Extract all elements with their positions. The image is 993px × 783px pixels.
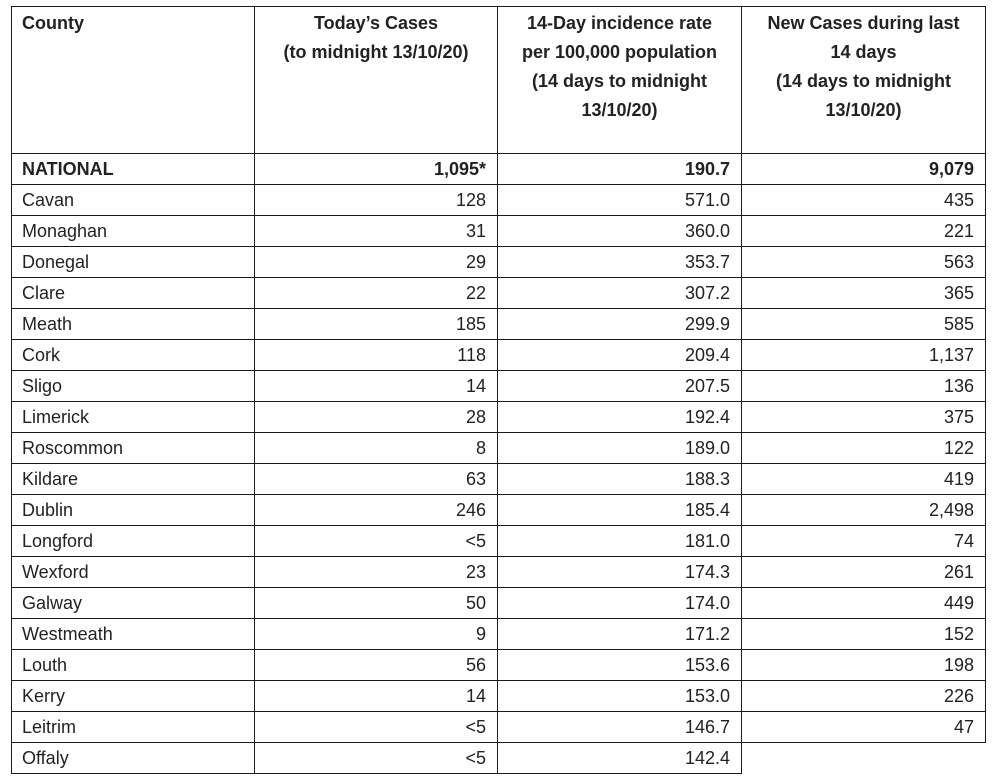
new-cases-cell: 375 bbox=[742, 402, 986, 433]
county-cell: Meath bbox=[11, 309, 255, 340]
county-cell: Monaghan bbox=[11, 216, 255, 247]
county-cell: Wexford bbox=[11, 557, 255, 588]
todays-cases-cell: <5 bbox=[255, 743, 498, 774]
new-cases-cell: 1,137 bbox=[742, 340, 986, 371]
incidence-rate-cell: 174.0 bbox=[498, 588, 742, 619]
incidence-rate-cell: 207.5 bbox=[498, 371, 742, 402]
incidence-rate-cell: 353.7 bbox=[498, 247, 742, 278]
county-cell: Donegal bbox=[11, 247, 255, 278]
incidence-rate-cell: 185.4 bbox=[498, 495, 742, 526]
new-cases-cell: 136 bbox=[742, 371, 986, 402]
county-cell: Longford bbox=[11, 526, 255, 557]
incidence-rate-cell: 153.0 bbox=[498, 681, 742, 712]
county-cell: Offaly bbox=[11, 743, 255, 774]
incidence-rate-cell: 188.3 bbox=[498, 464, 742, 495]
incidence-rate-cell: 360.0 bbox=[498, 216, 742, 247]
incidence-rate-cell: 146.7 bbox=[498, 712, 742, 743]
new-cases-cell: 2,498 bbox=[742, 495, 986, 526]
header-todays-cases-line: Today’s Cases bbox=[313, 13, 439, 33]
county-cases-table: County Today’s Cases (to midnight 13/10/… bbox=[11, 6, 986, 774]
header-incidence-rate-line: per 100,000 population bbox=[521, 42, 718, 62]
new-cases-cell: 122 bbox=[742, 433, 986, 464]
header-county: County bbox=[11, 6, 255, 154]
county-cell: Louth bbox=[11, 650, 255, 681]
todays-cases-cell: 118 bbox=[255, 340, 498, 371]
new-cases-cell: 435 bbox=[742, 185, 986, 216]
incidence-rate-cell: 181.0 bbox=[498, 526, 742, 557]
county-cell: Leitrim bbox=[11, 712, 255, 743]
county-cell: Galway bbox=[11, 588, 255, 619]
county-cell: Limerick bbox=[11, 402, 255, 433]
header-todays-cases-line: (to midnight 13/10/20) bbox=[283, 42, 469, 62]
county-cell: Dublin bbox=[11, 495, 255, 526]
new-cases-cell: 365 bbox=[742, 278, 986, 309]
header-incidence-rate: 14-Day incidence rate per 100,000 popula… bbox=[498, 6, 742, 154]
header-new-cases-line: (14 days to midnight bbox=[775, 71, 952, 91]
todays-cases-cell: 9 bbox=[255, 619, 498, 650]
incidence-rate-cell: 299.9 bbox=[498, 309, 742, 340]
incidence-rate-cell: 171.2 bbox=[498, 619, 742, 650]
county-cell: Kerry bbox=[11, 681, 255, 712]
todays-cases-cell: 50 bbox=[255, 588, 498, 619]
todays-cases-cell: 23 bbox=[255, 557, 498, 588]
incidence-rate-cell: 209.4 bbox=[498, 340, 742, 371]
todays-cases-cell: <5 bbox=[255, 712, 498, 743]
county-cell: Cork bbox=[11, 340, 255, 371]
todays-cases-cell: 14 bbox=[255, 371, 498, 402]
incidence-rate-cell: 189.0 bbox=[498, 433, 742, 464]
new-cases-cell bbox=[742, 743, 986, 774]
county-cell: Kildare bbox=[11, 464, 255, 495]
county-cell: Sligo bbox=[11, 371, 255, 402]
new-cases-cell: 419 bbox=[742, 464, 986, 495]
incidence-rate-cell: 190.7 bbox=[498, 154, 742, 185]
todays-cases-cell: 185 bbox=[255, 309, 498, 340]
header-new-cases-line: 13/10/20) bbox=[825, 100, 902, 120]
county-cell: Westmeath bbox=[11, 619, 255, 650]
new-cases-cell: 563 bbox=[742, 247, 986, 278]
todays-cases-cell: 14 bbox=[255, 681, 498, 712]
header-new-cases-line: New Cases during last bbox=[767, 13, 960, 33]
todays-cases-cell: 31 bbox=[255, 216, 498, 247]
new-cases-cell: 585 bbox=[742, 309, 986, 340]
county-cell: NATIONAL bbox=[11, 154, 255, 185]
todays-cases-cell: 8 bbox=[255, 433, 498, 464]
todays-cases-cell: 128 bbox=[255, 185, 498, 216]
incidence-rate-cell: 307.2 bbox=[498, 278, 742, 309]
new-cases-cell: 198 bbox=[742, 650, 986, 681]
new-cases-cell: 74 bbox=[742, 526, 986, 557]
incidence-rate-cell: 571.0 bbox=[498, 185, 742, 216]
header-incidence-rate-line: (14 days to midnight bbox=[531, 71, 708, 91]
header-incidence-rate-line: 14-Day incidence rate bbox=[526, 13, 713, 33]
todays-cases-cell: 22 bbox=[255, 278, 498, 309]
header-new-cases-line: 14 days bbox=[830, 42, 897, 62]
new-cases-cell: 47 bbox=[742, 712, 986, 743]
county-cell: Roscommon bbox=[11, 433, 255, 464]
header-todays-cases: Today’s Cases (to midnight 13/10/20) bbox=[255, 6, 498, 154]
county-cell: Clare bbox=[11, 278, 255, 309]
todays-cases-cell: 29 bbox=[255, 247, 498, 278]
table-grid: County Today’s Cases (to midnight 13/10/… bbox=[11, 6, 986, 774]
header-incidence-rate-line: 13/10/20) bbox=[581, 100, 658, 120]
incidence-rate-cell: 174.3 bbox=[498, 557, 742, 588]
todays-cases-cell: 1,095* bbox=[255, 154, 498, 185]
todays-cases-cell: <5 bbox=[255, 526, 498, 557]
header-new-cases-14-days: New Cases during last 14 days (14 days t… bbox=[742, 6, 986, 154]
new-cases-cell: 226 bbox=[742, 681, 986, 712]
todays-cases-cell: 56 bbox=[255, 650, 498, 681]
county-cell: Cavan bbox=[11, 185, 255, 216]
todays-cases-cell: 63 bbox=[255, 464, 498, 495]
new-cases-cell: 9,079 bbox=[742, 154, 986, 185]
incidence-rate-cell: 192.4 bbox=[498, 402, 742, 433]
new-cases-cell: 152 bbox=[742, 619, 986, 650]
new-cases-cell: 221 bbox=[742, 216, 986, 247]
header-county-line: County bbox=[22, 13, 84, 33]
incidence-rate-cell: 153.6 bbox=[498, 650, 742, 681]
incidence-rate-cell: 142.4 bbox=[498, 743, 742, 774]
todays-cases-cell: 246 bbox=[255, 495, 498, 526]
new-cases-cell: 449 bbox=[742, 588, 986, 619]
todays-cases-cell: 28 bbox=[255, 402, 498, 433]
new-cases-cell: 261 bbox=[742, 557, 986, 588]
